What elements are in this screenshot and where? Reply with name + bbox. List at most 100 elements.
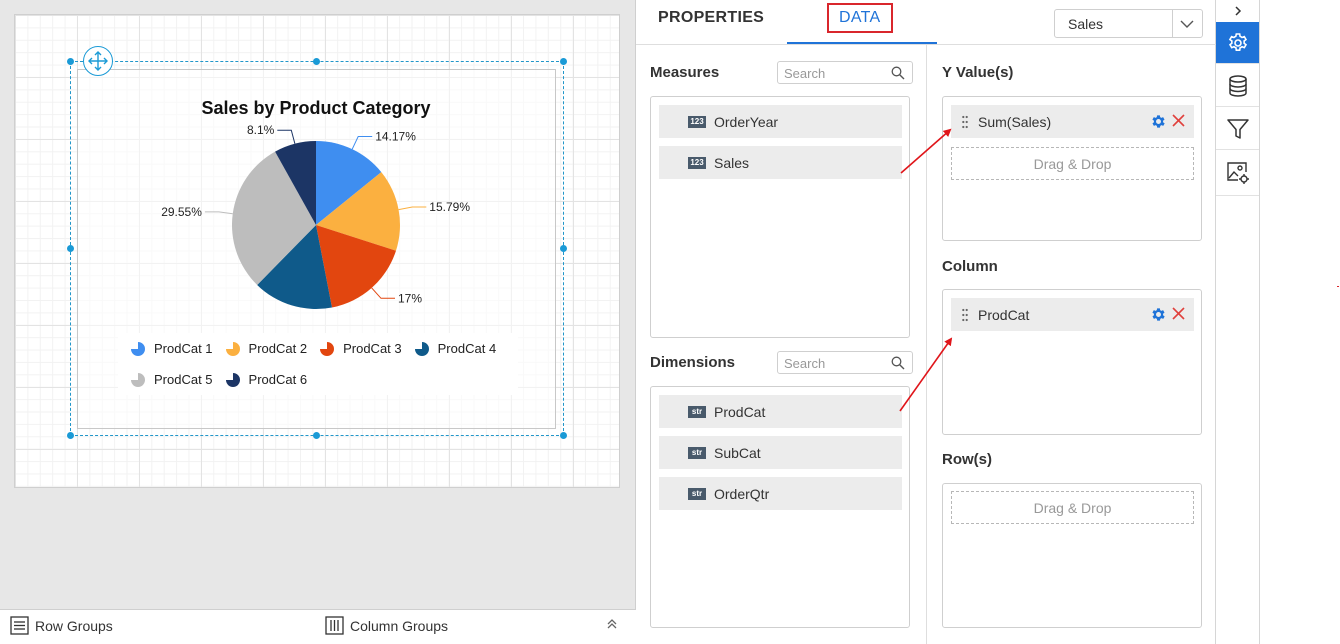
legend-label: ProdCat 4 [438,341,497,356]
search-icon [891,66,905,80]
design-area: Sales by Product Category 14.17% 15.79% 17… [0,0,636,609]
pie-data-label-6: 8.1% [247,123,275,137]
row-groups-button[interactable]: Row Groups [10,616,113,635]
y-values-drop-hint[interactable]: Drag & Drop [951,147,1194,180]
gear-icon[interactable] [1150,306,1167,323]
row-groups-label: Row Groups [35,618,113,634]
tab-data[interactable]: DATA [827,3,893,33]
legend-label: ProdCat 5 [154,372,213,387]
chart-title: Sales by Product Category [201,98,430,118]
resize-handle-top[interactable] [313,58,320,65]
measure-item-orderyear[interactable]: 123 OrderYear [659,105,902,138]
column-groups-button[interactable]: Column Groups [325,616,448,635]
rows-title: Row(s) [942,451,992,468]
gear-icon [1226,31,1250,55]
icon-rail [1216,0,1260,644]
legend-item-2[interactable]: ProdCat 2 [225,341,308,357]
dimension-item-prodcat[interactable]: str ProdCat [659,395,902,428]
panel-divider [926,45,927,644]
pie-data-label-3: 17% [398,291,422,305]
database-icon [1227,74,1249,98]
resize-handle-bottom-right[interactable] [560,432,567,439]
resize-handle-top-left[interactable] [67,58,74,65]
dimension-label: SubCat [714,445,761,461]
pie-leader-line-6 [277,130,295,144]
legend-item-5[interactable]: ProdCat 5 [130,372,213,388]
tab-properties[interactable]: PROPERTIES [658,9,764,27]
resize-handle-bottom-left[interactable] [67,432,74,439]
active-tab-indicator [787,42,937,44]
column-groups-label: Column Groups [350,618,448,634]
datasource-value: Sales [1068,16,1103,32]
pie-legend-icon [130,341,146,357]
dimension-label: ProdCat [714,404,765,420]
filter-button[interactable] [1216,108,1259,150]
resize-handle-top-right[interactable] [560,58,567,65]
filter-icon [1226,117,1250,141]
measures-search-input[interactable]: Search [777,61,913,84]
legend-item-4[interactable]: ProdCat 4 [414,341,497,357]
y-values-dropzone[interactable]: Sum(Sales) Drag & Drop [942,96,1202,241]
y-value-chip-label: Sum(Sales) [978,114,1051,130]
resize-handle-right[interactable] [560,245,567,252]
stray-mark [1337,286,1339,287]
rows-dropzone[interactable]: Drag & Drop [942,483,1202,628]
pie-chart[interactable]: Sales by Product Category 14.17% 15.79% 17… [77,69,556,329]
dimension-item-orderqtr[interactable]: str OrderQtr [659,477,902,510]
group-bar: Row Groups Column Groups [0,609,636,644]
select-separator [1172,10,1173,37]
dimensions-title: Dimensions [650,354,735,371]
row-groups-icon [10,616,29,635]
properties-gear-button[interactable] [1216,22,1259,64]
pie-legend-icon [225,372,241,388]
search-icon [891,356,905,370]
pie-legend-icon [130,372,146,388]
column-groups-icon [325,616,344,635]
legend-label: ProdCat 1 [154,341,213,356]
measure-item-sales[interactable]: 123 Sales [659,146,902,179]
gear-icon[interactable] [1150,113,1167,130]
legend-item-3[interactable]: ProdCat 3 [319,341,402,357]
pie-data-label-2: 15.79% [429,200,470,214]
legend-label: ProdCat 6 [249,372,308,387]
dimensions-search-placeholder: Search [784,356,825,371]
y-values-title: Y Value(s) [942,64,1013,81]
column-chip-label: ProdCat [978,307,1029,323]
string-type-icon: str [688,406,706,418]
measure-label: Sales [714,155,749,171]
column-title: Column [942,258,998,275]
rows-drop-hint[interactable]: Drag & Drop [951,491,1194,524]
legend-item-6[interactable]: ProdCat 6 [225,372,308,388]
close-icon[interactable] [1171,113,1186,128]
dimensions-search-input[interactable]: Search [777,351,913,374]
pie-data-label-1: 14.17% [375,130,416,144]
legend-item-1[interactable]: ProdCat 1 [130,341,213,357]
datasource-select[interactable]: Sales [1054,9,1203,38]
drag-grip-icon[interactable] [962,115,968,129]
pie-leader-line-3 [372,288,395,298]
resize-handle-left[interactable] [67,245,74,252]
close-icon[interactable] [1171,306,1186,321]
data-source-button[interactable] [1216,65,1259,107]
pie-legend-icon [225,341,241,357]
string-type-icon: str [688,488,706,500]
resize-handle-bottom[interactable] [313,432,320,439]
expand-chevron-icon[interactable] [1216,0,1259,22]
image-settings-button[interactable] [1216,151,1259,196]
legend-label: ProdCat 3 [343,341,402,356]
column-chip-prodcat[interactable]: ProdCat [951,298,1194,331]
y-value-chip-sum-sales[interactable]: Sum(Sales) [951,105,1194,138]
dimension-item-subcat[interactable]: str SubCat [659,436,902,469]
column-dropzone[interactable]: ProdCat [942,289,1202,435]
pie-leader-line-1 [352,137,372,150]
measures-search-placeholder: Search [784,66,825,81]
dimension-label: OrderQtr [714,486,769,502]
numeric-type-icon: 123 [688,116,706,128]
measures-list: 123 OrderYear 123 Sales [650,96,910,338]
collapse-up-icon[interactable] [605,617,619,634]
measure-label: OrderYear [714,114,778,130]
panel-tabs: PROPERTIES DATA Sales [636,0,1216,45]
drag-grip-icon[interactable] [962,308,968,322]
legend-label: ProdCat 2 [249,341,308,356]
string-type-icon: str [688,447,706,459]
